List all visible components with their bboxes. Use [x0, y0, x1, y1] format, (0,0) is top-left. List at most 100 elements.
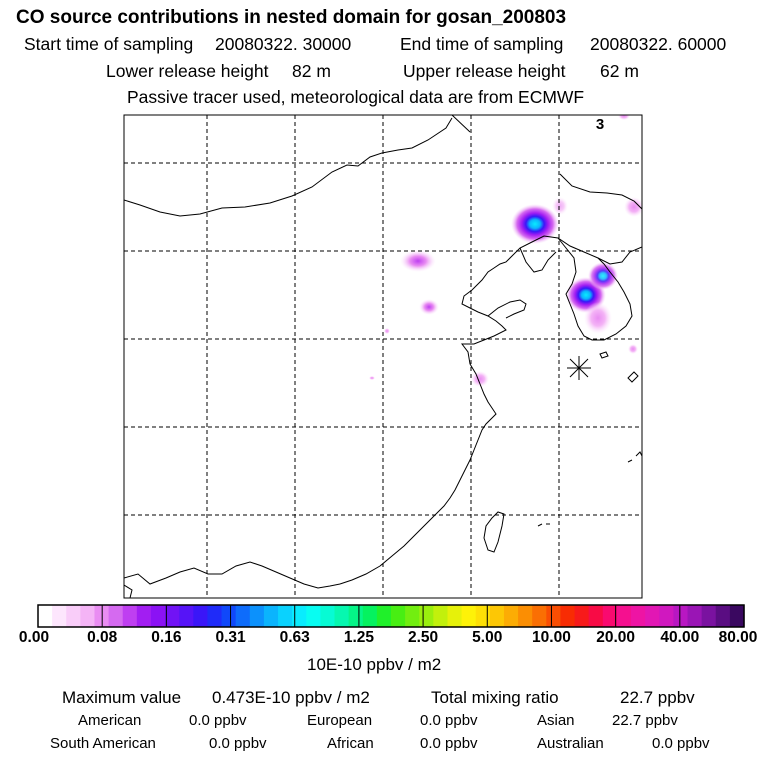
colorbar-tick-label: 40.00: [660, 629, 700, 646]
colorbar-cell: [433, 605, 449, 627]
colorbar-cell: [631, 605, 646, 627]
colorbar-cell: [405, 605, 420, 627]
colorbar-cell: [546, 605, 562, 627]
lower-height-label: Lower release height: [106, 61, 269, 81]
colorbar-cell: [489, 605, 505, 627]
region-african-label: African: [327, 735, 374, 752]
colorbar-frame: [37, 604, 745, 628]
region-american-label: American: [78, 712, 142, 729]
colorbar-cell: [503, 605, 519, 627]
upper-height-value: 62 m: [600, 61, 639, 81]
region-african-value: 0.0 ppbv: [420, 735, 478, 752]
colorbar-cell: [447, 605, 463, 627]
colorbar-cell: [80, 605, 96, 627]
receptor-marker: [567, 356, 591, 380]
colorbar-cell: [52, 605, 67, 627]
plot-title: CO source contributions in nested domain…: [16, 7, 567, 28]
colorbar-cell: [348, 605, 364, 627]
panel-number: 3: [596, 116, 604, 133]
colorbar-tick-label: 80.00: [718, 629, 758, 646]
region-american-value: 0.0 ppbv: [189, 712, 247, 729]
colorbar-cell: [376, 605, 392, 627]
colorbar-cell: [334, 605, 350, 627]
colorbar-cell: [263, 605, 279, 627]
northeast-china-plume: [511, 204, 559, 244]
start-time-label: Start time of sampling: [24, 34, 194, 54]
tracer-note: Passive tracer used, meteorological data…: [127, 87, 585, 107]
colorbar-tick-label: 0.16: [151, 629, 182, 646]
colorbar-cell: [108, 605, 124, 627]
colorbar-tick-label: 5.00: [472, 629, 503, 646]
colorbar-cell: [179, 605, 194, 627]
max-value: 0.473E-10 ppbv / m2: [212, 688, 370, 707]
colorbar-cell: [673, 605, 689, 627]
region-european-value: 0.0 ppbv: [420, 712, 478, 729]
small-patch-b: [369, 376, 375, 380]
colorbar-cell: [249, 605, 265, 627]
korea-east-plume: [588, 262, 618, 290]
colorbar-cell: [659, 605, 674, 627]
map-gridlines: [124, 115, 642, 598]
region-asian-label: Asian: [537, 712, 575, 729]
colorbar-cell: [701, 605, 717, 627]
colorbar-unit: 10E-10 ppbv / m2: [307, 655, 442, 674]
colorbar-cell: [461, 605, 477, 627]
top-edge-patch: [618, 115, 630, 120]
end-time-value: 20080322. 60000: [590, 34, 727, 54]
colorbar-tick-label: 2.50: [407, 629, 439, 646]
colorbar-cell: [136, 605, 152, 627]
colorbar-cell: [278, 605, 293, 627]
source-contribution-map: 3: [123, 114, 643, 599]
colorbar-cell: [560, 605, 576, 627]
colorbar-tick-label: 20.00: [596, 629, 636, 646]
colorbar-cell: [66, 605, 81, 627]
colorbar-cell: [588, 605, 604, 627]
colorbar-cell: [729, 605, 745, 627]
colorbar-tick-label: 0.08: [87, 629, 118, 646]
upper-height-label: Upper release height: [403, 61, 566, 81]
colorbar-cell: [320, 605, 336, 627]
colorbar-cell: [150, 605, 166, 627]
colorbar-cell: [574, 605, 590, 627]
colorbar-cell: [687, 605, 703, 627]
northeast-fringe: [552, 197, 568, 215]
concentration-field: [369, 115, 642, 387]
colorbar-cell: [292, 605, 307, 627]
colorbar-tick-label: 1.25: [343, 629, 374, 646]
total-mixing-label: Total mixing ratio: [431, 688, 559, 707]
colorbar-cell: [475, 605, 491, 627]
max-value-label: Maximum value: [62, 688, 182, 707]
region-south-american-value: 0.0 ppbv: [209, 735, 267, 752]
colorbar-cell: [221, 605, 237, 627]
colorbar-cell: [122, 605, 138, 627]
lower-height-value: 82 m: [292, 61, 331, 81]
end-time-label: End time of sampling: [400, 34, 564, 54]
colorbar-cell: [235, 605, 251, 627]
small-patch-a: [384, 328, 390, 334]
colorbar-cell: [306, 605, 321, 627]
coastlines: [124, 115, 642, 598]
korea-south-plume: [584, 302, 612, 334]
colorbar-cell: [602, 605, 618, 627]
colorbar-cell: [38, 605, 53, 627]
colorbar-cell: [207, 605, 223, 627]
colorbar-cell: [645, 605, 660, 627]
hebei-plume: [419, 299, 439, 315]
colorbar-tick-label: 0.63: [279, 629, 310, 646]
colorbar-cell: [391, 605, 406, 627]
colorbar: [37, 604, 745, 628]
colorbar-cell: [616, 605, 632, 627]
manchuria-edge: [624, 197, 642, 217]
start-time-value: 20080322. 30000: [215, 34, 352, 54]
region-south-american-label: South American: [50, 735, 156, 752]
colorbar-cell: [419, 605, 434, 627]
colorbar-cell: [715, 605, 731, 627]
colorbar-tick-label: 0.00: [18, 629, 50, 646]
inner-mongolia-plume: [400, 250, 436, 272]
region-australian-value: 0.0 ppbv: [652, 735, 710, 752]
region-european-label: European: [307, 712, 373, 729]
region-australian-label: Australian: [537, 735, 604, 752]
colorbar-cell: [165, 605, 180, 627]
colorbar-tick-label: 0.31: [215, 629, 246, 646]
korea-strait-patch: [628, 344, 638, 354]
